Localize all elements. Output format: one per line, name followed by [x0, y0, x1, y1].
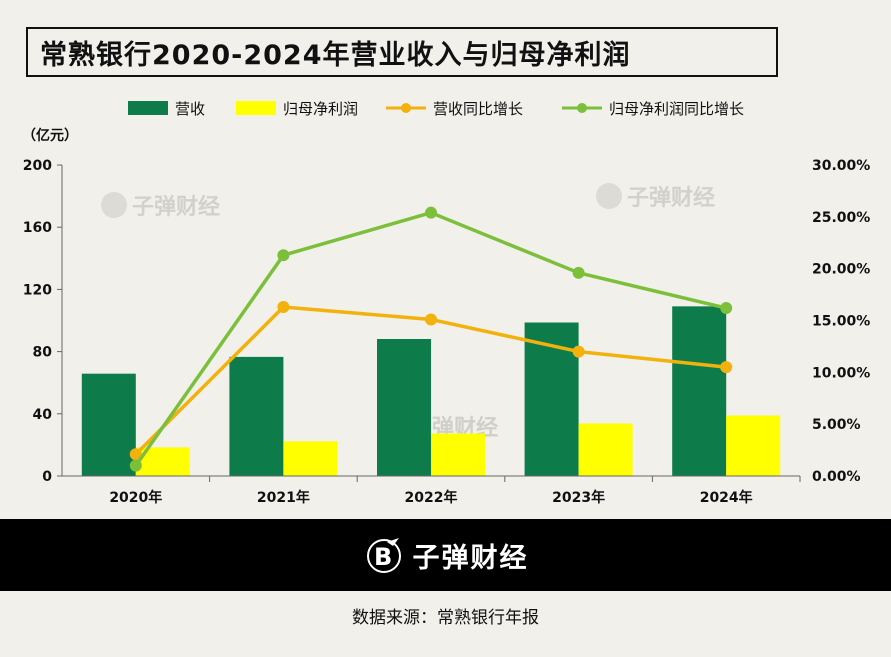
left-axis-tick-label: 0	[42, 469, 52, 485]
legend: 营收 归母净利润 营收同比增长 归母净利润同比增长	[128, 100, 744, 118]
revenue-growth-point	[572, 345, 585, 358]
profit-growth-point	[425, 206, 437, 219]
profit-growth-point	[277, 249, 290, 262]
x-axis-labels: 2020年 2021年 2022年 2023年 2024年	[109, 489, 752, 506]
right-axis-tick-label: 25.00%	[812, 210, 870, 226]
legend-label-profit-growth: 归母净利润同比增长	[609, 100, 744, 118]
revenue-bar	[229, 356, 284, 476]
legend-label-revenue-growth: 营收同比增长	[433, 100, 523, 118]
profit-growth-point	[572, 266, 585, 279]
right-axis-ticks: 0.00% 5.00% 10.00% 15.00% 20.00% 25.00% 30.00%	[812, 158, 870, 485]
right-axis-tick-label: 15.00%	[812, 314, 870, 330]
legend-label-revenue: 营收	[175, 100, 205, 118]
legend-swatch-profit	[236, 101, 276, 115]
watermark-text-2: 子弹财经	[627, 185, 715, 211]
profit-growth-point	[720, 302, 733, 315]
x-axis-tick-label: 2022年	[405, 489, 458, 506]
x-axis-tick-label: 2020年	[109, 489, 162, 506]
profit-bar	[283, 441, 338, 476]
bars-group	[81, 306, 801, 482]
revenue-bar	[81, 373, 136, 476]
right-axis-tick-label: 0.00%	[812, 469, 861, 485]
source-note: 数据来源：常熟银行年报	[352, 608, 539, 628]
footer-bar: B 子弹财经	[0, 519, 891, 591]
legend-marker-profit-growth	[577, 103, 587, 113]
revenue-growth-point	[129, 448, 142, 461]
left-axis-tick-label: 120	[23, 282, 52, 298]
watermark-text-1: 子弹财经	[132, 194, 220, 220]
right-axis-tick-label: 5.00%	[812, 417, 861, 433]
right-axis-tick-label: 30.00%	[812, 158, 870, 174]
profit-bar	[431, 433, 485, 476]
svg-text:B: B	[374, 543, 392, 571]
right-axis-tick-label: 10.00%	[812, 365, 870, 381]
legend-marker-revenue-growth	[401, 103, 411, 113]
profit-bar	[578, 423, 633, 476]
legend-label-profit: 归母净利润	[283, 100, 358, 118]
revenue-growth-point	[425, 313, 437, 326]
brand-text: 子弹财经	[412, 542, 529, 574]
chart-svg: 子弹财经 子弹财经 子弹财经 营收 归母净利润 营收同比增长 归母净利润同比增长…	[22, 100, 870, 506]
profit-growth-point	[129, 459, 142, 472]
x-axis-tick-label: 2024年	[700, 489, 753, 506]
x-axis-tick-label: 2021年	[257, 489, 310, 506]
left-axis-tick-label: 80	[33, 345, 53, 361]
left-axis-tick-label: 40	[33, 407, 53, 423]
left-axis-tick-label: 160	[23, 220, 52, 236]
revenue-bar	[377, 339, 431, 476]
revenue-growth-point	[277, 301, 290, 314]
chart-title: 常熟银行2020-2024年营业收入与归母净利润	[26, 27, 778, 77]
revenue-growth-point	[720, 361, 733, 374]
brand-icon: B	[366, 538, 401, 573]
lines-group	[129, 206, 733, 472]
left-axis-tick-label: 200	[23, 158, 52, 174]
revenue-bar	[672, 306, 727, 476]
right-axis-tick-label: 20.00%	[812, 262, 870, 278]
left-axis-unit: （亿元）	[22, 127, 78, 144]
left-axis-ticks: 0 40 80 120 160 200	[23, 158, 62, 485]
brand-logo: B 子弹财经	[363, 534, 529, 576]
legend-swatch-revenue	[128, 101, 168, 115]
x-axis-tick-label: 2023年	[552, 489, 605, 506]
profit-bar	[726, 415, 781, 476]
